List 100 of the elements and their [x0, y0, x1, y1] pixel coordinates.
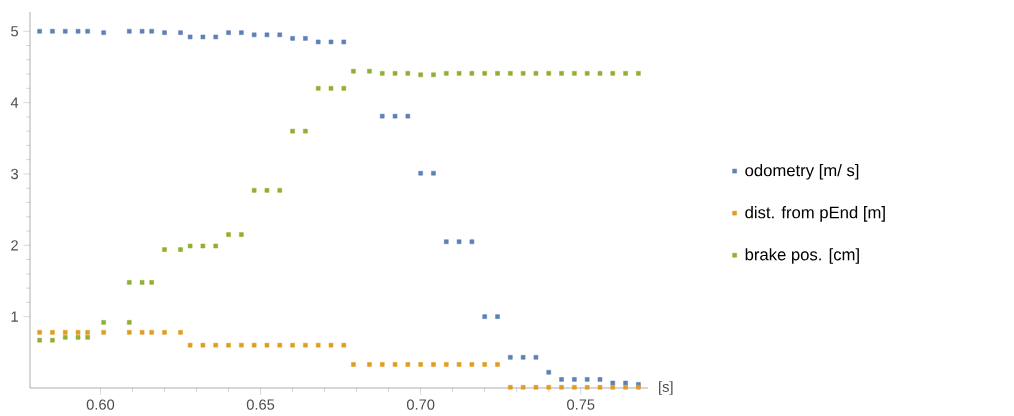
point	[127, 280, 132, 285]
point	[610, 385, 616, 390]
point	[75, 335, 81, 340]
point	[162, 330, 167, 335]
point	[315, 86, 321, 91]
legend-label: brake pos. [cm]	[745, 248, 859, 264]
point	[636, 71, 641, 76]
point	[559, 385, 564, 390]
x-tick-label: 0.60	[86, 399, 115, 410]
point	[251, 342, 257, 348]
point	[431, 362, 436, 367]
point	[482, 71, 487, 76]
point	[444, 71, 449, 76]
point	[264, 32, 270, 38]
point	[482, 362, 487, 367]
x-axis-title: [s]	[659, 381, 673, 395]
point	[328, 86, 334, 91]
point	[139, 280, 145, 285]
point	[290, 342, 295, 348]
point	[520, 71, 526, 76]
point	[418, 362, 423, 367]
point	[367, 68, 372, 74]
point	[392, 113, 398, 119]
y-tick-label: 3	[11, 168, 18, 180]
point	[572, 377, 577, 382]
point	[37, 28, 42, 34]
point	[533, 385, 539, 390]
point	[127, 330, 132, 335]
point	[456, 71, 462, 76]
point	[213, 342, 218, 348]
point	[572, 385, 577, 390]
point	[162, 247, 167, 252]
point	[351, 68, 356, 74]
point	[597, 71, 603, 76]
point	[290, 36, 295, 41]
point	[341, 86, 347, 91]
point	[62, 335, 68, 340]
point	[379, 362, 385, 367]
point	[264, 188, 270, 193]
x-tick-label: 0.70	[406, 399, 435, 410]
point	[508, 385, 513, 390]
x-tick-label: 0.75	[567, 399, 595, 410]
point	[149, 330, 154, 335]
point	[495, 362, 500, 367]
point	[139, 330, 145, 335]
point	[495, 314, 500, 319]
point	[469, 71, 475, 76]
point	[85, 330, 90, 335]
point	[444, 239, 449, 244]
point	[239, 30, 244, 35]
point	[239, 342, 244, 348]
point	[623, 380, 628, 386]
point	[127, 28, 132, 34]
point	[341, 342, 347, 348]
point	[101, 330, 106, 335]
point	[351, 362, 356, 367]
point	[392, 362, 398, 367]
point	[127, 320, 132, 325]
point	[405, 362, 411, 367]
point	[520, 385, 526, 390]
point	[239, 232, 244, 237]
point	[277, 188, 283, 193]
point	[50, 337, 55, 343]
point	[623, 385, 628, 390]
point	[178, 330, 183, 335]
point	[597, 385, 603, 390]
point	[533, 71, 539, 76]
point	[200, 34, 206, 40]
point	[251, 32, 257, 38]
y-tick-label: 2	[11, 240, 18, 251]
point	[469, 362, 475, 367]
point	[379, 113, 385, 119]
point	[392, 71, 398, 76]
point	[226, 30, 231, 35]
point	[303, 36, 308, 41]
point	[200, 342, 206, 348]
point	[495, 71, 500, 76]
point	[200, 243, 206, 249]
point	[303, 342, 308, 348]
point	[277, 32, 283, 38]
y-tick-label: 5	[11, 26, 18, 37]
point	[456, 362, 462, 367]
point	[226, 232, 231, 237]
legend-label: odometry [m/ s]	[745, 164, 859, 180]
point	[367, 362, 372, 367]
point	[610, 71, 616, 76]
point	[315, 342, 321, 348]
point	[75, 28, 81, 34]
point	[139, 28, 145, 34]
point	[418, 72, 423, 78]
point	[187, 243, 193, 249]
point	[623, 71, 628, 76]
point	[290, 128, 295, 134]
point	[50, 28, 55, 34]
point	[37, 330, 42, 335]
legend-label: dist. from pEnd [m]	[745, 206, 885, 222]
point	[431, 170, 436, 176]
point	[62, 330, 68, 335]
point	[162, 30, 167, 35]
point	[149, 28, 154, 34]
